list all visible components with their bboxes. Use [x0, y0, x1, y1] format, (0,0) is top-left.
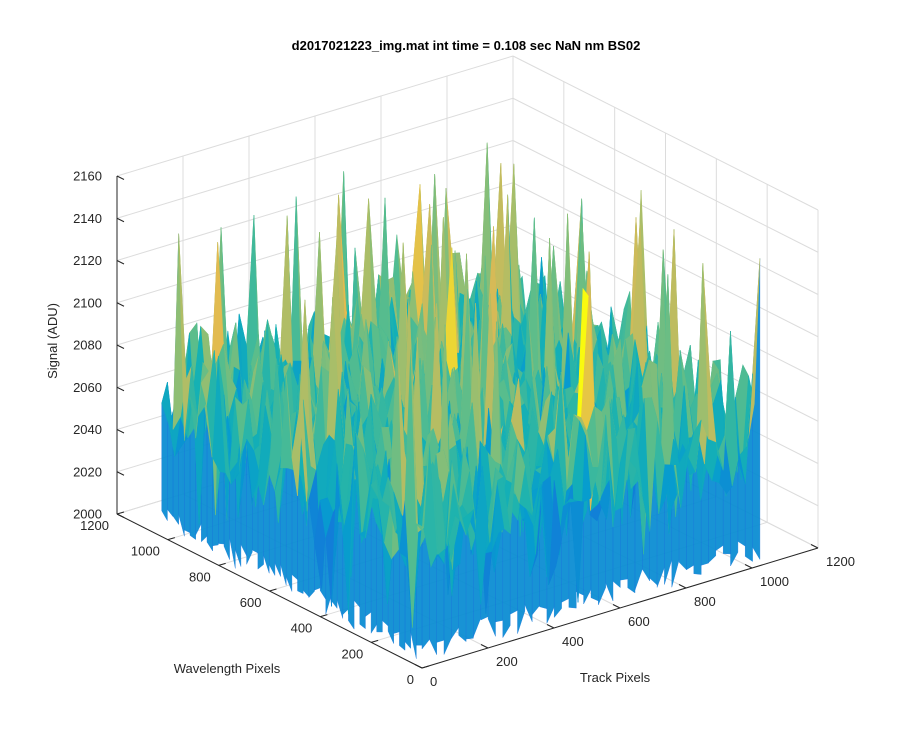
- x-tick-mark: [678, 584, 687, 589]
- x-axis-label: Track Pixels: [580, 670, 651, 685]
- z-tick-mark: [116, 260, 125, 265]
- z-tick-mark: [116, 344, 125, 349]
- y-tick-label: 1200: [80, 518, 109, 533]
- grid-line: [512, 55, 819, 211]
- z-tick-mark: [116, 302, 125, 307]
- grid-line: [116, 55, 514, 177]
- x-tick-mark: [744, 564, 753, 569]
- z-tick-mark: [116, 513, 125, 518]
- grid-line: [512, 182, 819, 338]
- z-tick-label: 2020: [73, 464, 102, 479]
- axes: [116, 175, 819, 669]
- x-tick-label: 600: [628, 614, 650, 629]
- y-tick-mark: [218, 562, 226, 566]
- y-tick-mark: [320, 614, 328, 618]
- y-tick-label: 200: [341, 646, 363, 661]
- z-tick-label: 2160: [73, 169, 102, 184]
- z-tick-label: 2100: [73, 295, 102, 310]
- y-tick-mark: [269, 588, 277, 592]
- grid-line: [116, 140, 514, 261]
- y-tick-label: 600: [240, 595, 262, 610]
- x-tick-label: 0: [430, 674, 437, 689]
- z-tick-mark: [116, 175, 125, 180]
- grid-line: [116, 97, 514, 219]
- z-tick-mark: [116, 386, 125, 392]
- chart-title: d2017021223_img.mat int time = 0.108 sec…: [292, 38, 641, 53]
- z-tick-mark: [116, 429, 125, 434]
- grid-line: [512, 97, 819, 253]
- grid-line: [512, 140, 819, 295]
- x-tick-label: 400: [562, 634, 584, 649]
- z-tick-mark: [116, 471, 125, 476]
- z-tick-label: 2000: [73, 507, 102, 522]
- x-tick-mark: [414, 664, 423, 669]
- x-tick-mark: [612, 604, 621, 609]
- x-tick-label: 200: [496, 654, 518, 669]
- z-tick-label: 2040: [73, 422, 102, 437]
- y-tick-mark: [421, 665, 430, 669]
- y-tick-mark: [116, 511, 125, 515]
- y-tick-mark: [167, 537, 175, 541]
- x-tick-label: 1000: [760, 574, 789, 589]
- z-axis-label: Signal (ADU): [45, 303, 60, 379]
- x-tick-mark: [810, 544, 819, 549]
- surface-skirt: [269, 473, 276, 576]
- z-tick-label: 2080: [73, 338, 102, 353]
- surface-skirt: [359, 533, 366, 630]
- surface-patch: [416, 442, 430, 532]
- y-axis-label: Wavelength Pixels: [174, 661, 281, 676]
- y-tick-label: 0: [407, 672, 414, 687]
- x-tick-mark: [546, 624, 555, 629]
- z-tick-mark: [116, 217, 125, 223]
- z-tick-label: 2140: [73, 211, 102, 226]
- x-tick-label: 800: [694, 594, 716, 609]
- surface-skirt: [436, 553, 445, 643]
- z-tick-label: 2120: [73, 253, 102, 268]
- y-tick-label: 800: [189, 569, 211, 584]
- y-tick-label: 1000: [131, 544, 160, 559]
- y-tick-mark: [371, 639, 379, 643]
- z-tick-label: 2060: [73, 380, 102, 395]
- signal-surface: [161, 142, 761, 659]
- x-tick-label: 1200: [826, 554, 855, 569]
- y-tick-label: 400: [291, 621, 313, 636]
- tick-labels: 0 200 400 600 800 1000 1200 0 200 400 600 800 1000 12…: [73, 169, 855, 690]
- x-tick-mark: [480, 644, 489, 649]
